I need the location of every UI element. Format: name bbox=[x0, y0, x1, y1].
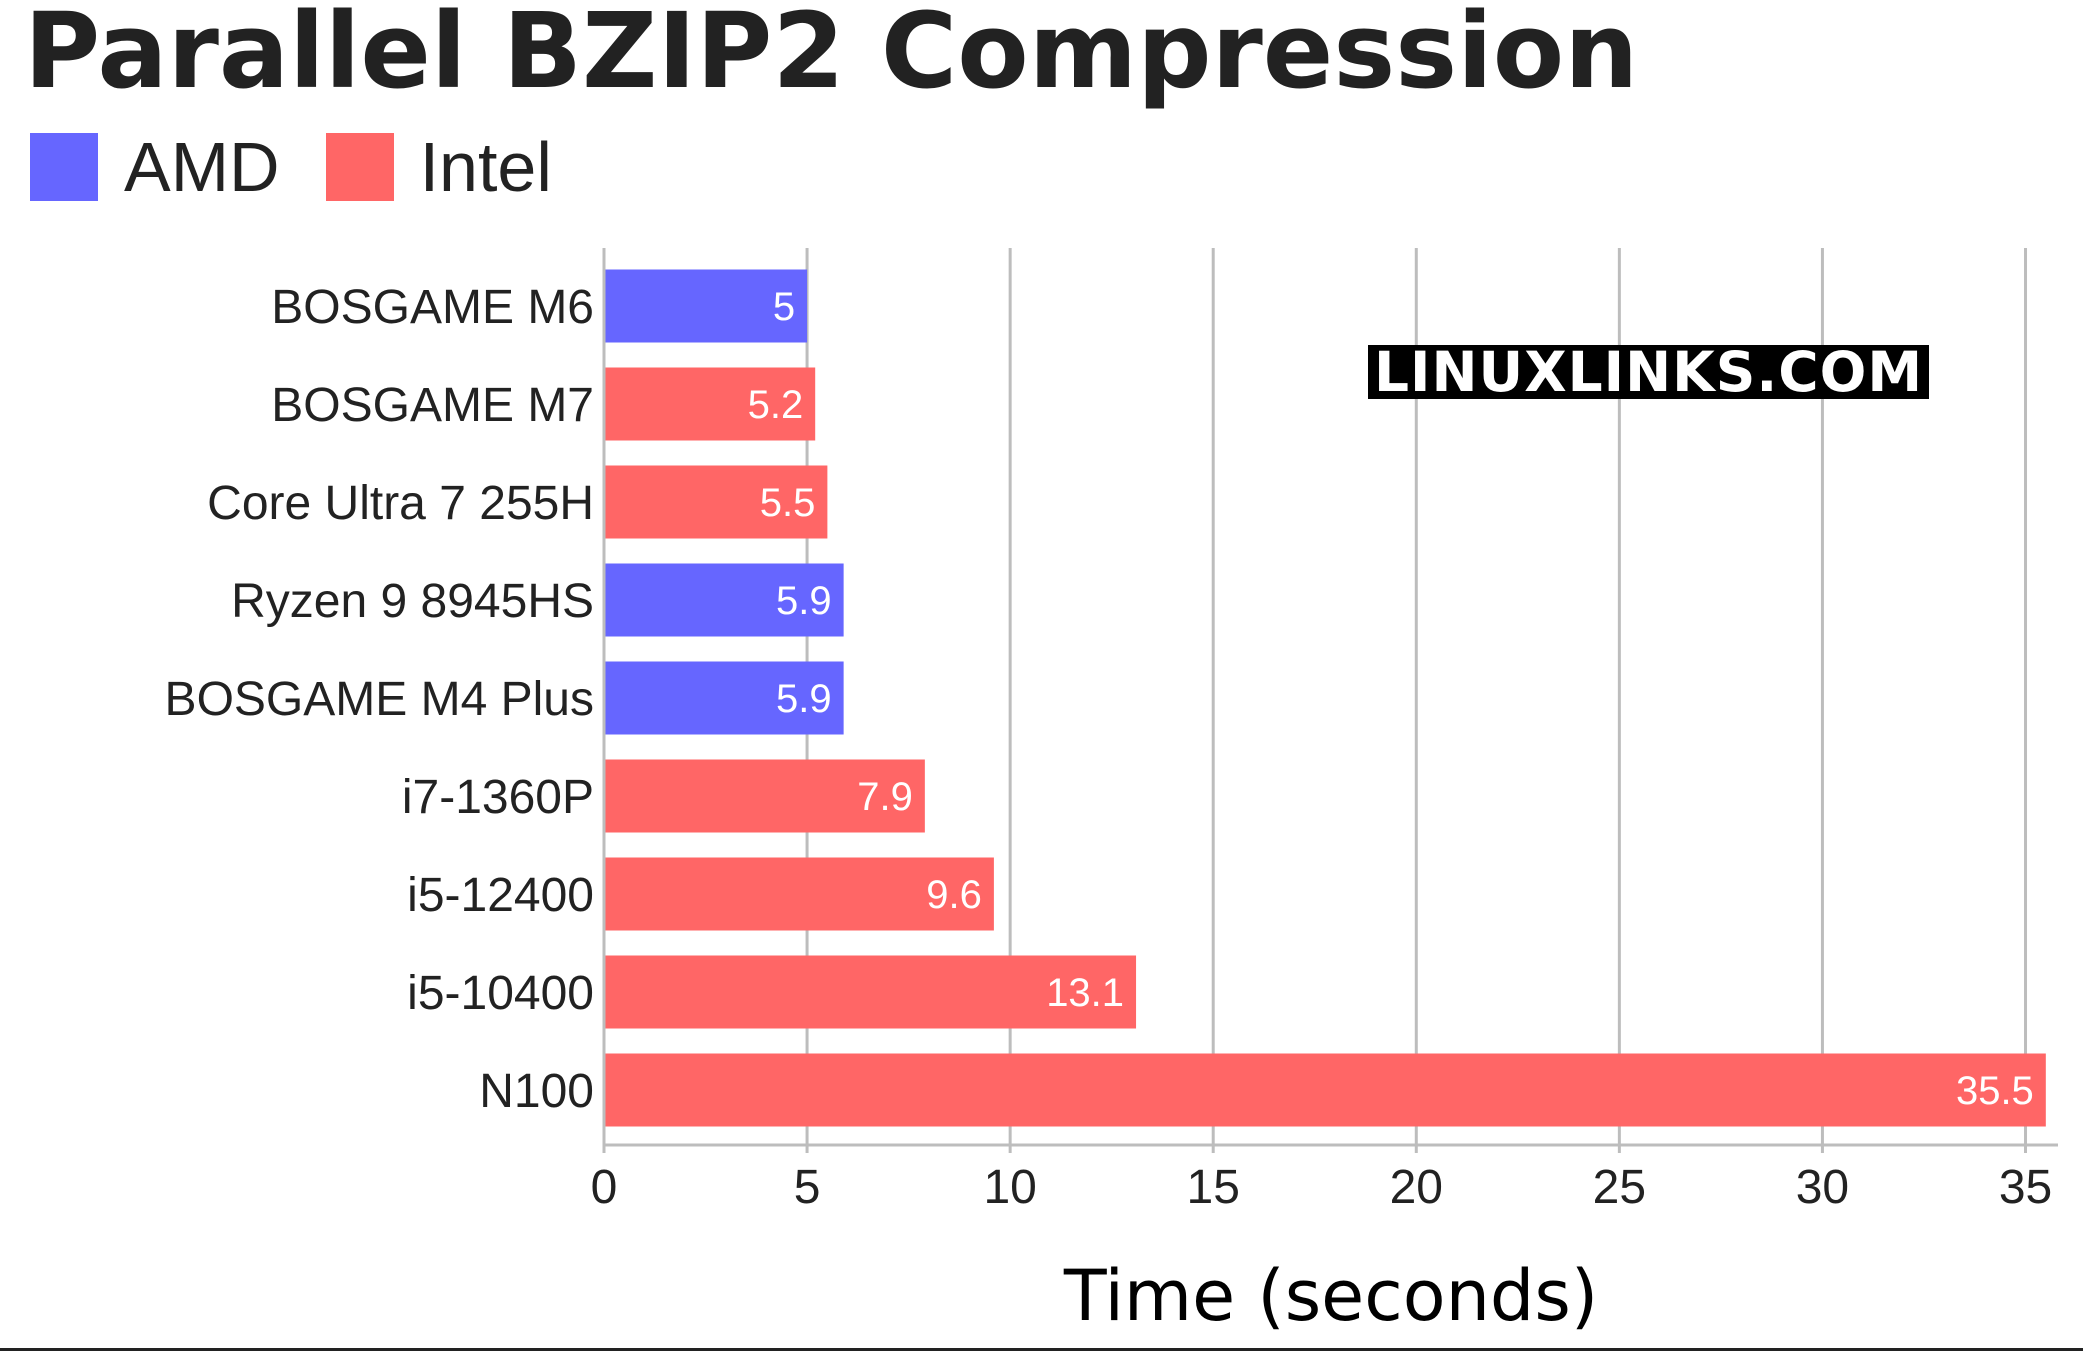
category-label: Core Ultra 7 255H bbox=[207, 477, 594, 530]
category-label: BOSGAME M6 bbox=[271, 281, 594, 334]
value-label: 9.6 bbox=[926, 873, 982, 917]
category-label: BOSGAME M7 bbox=[271, 379, 594, 432]
axes bbox=[602, 248, 2058, 1153]
value-label: 5.9 bbox=[776, 579, 832, 623]
bar bbox=[604, 367, 816, 441]
legend: AMD Intel bbox=[30, 132, 598, 202]
category-label: BOSGAME M4 Plus bbox=[165, 673, 594, 726]
x-tick-label: 15 bbox=[1187, 1161, 1240, 1214]
bar bbox=[604, 857, 994, 931]
bar bbox=[604, 1053, 2046, 1127]
x-axis-title: Time (seconds) bbox=[1063, 1255, 1598, 1337]
category-label: N100 bbox=[479, 1065, 594, 1118]
value-label: 5.5 bbox=[760, 481, 816, 525]
labels: BOSGAME M6 5 BOSGAME M7 5.2 Core Ultra 7 255… bbox=[165, 281, 2053, 1337]
bar bbox=[604, 661, 844, 735]
value-label: 5 bbox=[773, 285, 795, 329]
value-label: 13.1 bbox=[1046, 971, 1124, 1015]
value-label: 35.5 bbox=[1956, 1069, 2034, 1113]
x-tick-label: 35 bbox=[1999, 1161, 2052, 1214]
value-label: 5.9 bbox=[776, 677, 832, 721]
bar bbox=[604, 269, 808, 343]
value-label: 5.2 bbox=[748, 383, 804, 427]
legend-label-intel: Intel bbox=[419, 128, 552, 206]
category-label: i5-12400 bbox=[407, 869, 594, 922]
legend-swatch-amd bbox=[30, 133, 98, 201]
bar bbox=[604, 955, 1137, 1029]
bottom-divider bbox=[0, 1348, 2083, 1351]
bar bbox=[604, 563, 844, 637]
x-tick-label: 20 bbox=[1390, 1161, 1443, 1214]
value-label: 7.9 bbox=[857, 775, 913, 819]
x-tick-label: 5 bbox=[794, 1161, 821, 1214]
bar bbox=[604, 465, 828, 539]
bar bbox=[604, 759, 925, 833]
x-tick-label: 10 bbox=[983, 1161, 1036, 1214]
category-label: i5-10400 bbox=[407, 967, 594, 1020]
legend-label-amd: AMD bbox=[124, 128, 280, 206]
legend-item-amd: AMD bbox=[30, 132, 280, 202]
x-tick-label: 30 bbox=[1796, 1161, 1849, 1214]
bars bbox=[604, 269, 2046, 1127]
legend-swatch-intel bbox=[325, 133, 394, 201]
watermark-logo: LINUXLINKS.COM bbox=[1368, 345, 1930, 400]
x-tick-label: 25 bbox=[1593, 1161, 1646, 1214]
category-label: Ryzen 9 8945HS bbox=[231, 575, 594, 628]
legend-item-intel: Intel bbox=[325, 128, 552, 206]
category-label: i7-1360P bbox=[402, 771, 594, 824]
x-tick-label: 0 bbox=[591, 1161, 618, 1214]
chart-title: Parallel BZIP2 Compression bbox=[24, 0, 1639, 112]
